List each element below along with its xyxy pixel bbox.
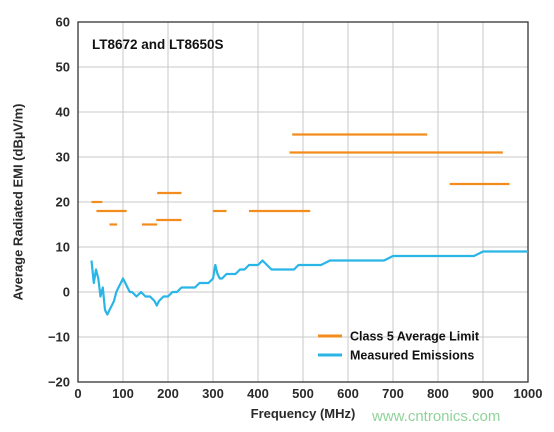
x-axis-ticks: 0 100 200 300 400 500 600 700 800 900 1000: [74, 386, 542, 401]
x-tick-label: 100: [112, 386, 134, 401]
y-axis-title: Average Radiated EMI (dBµV/m): [11, 104, 26, 301]
legend: Class 5 Average Limit Measured Emissions: [318, 330, 480, 363]
chart-title: LT8672 and LT8650S: [92, 37, 224, 52]
y-tick-label: 60: [56, 15, 70, 30]
x-tick-label: 500: [292, 386, 314, 401]
y-tick-label: 10: [56, 240, 70, 255]
plot-frame: [77, 21, 529, 383]
x-tick-label: 700: [382, 386, 404, 401]
x-tick-label: 300: [202, 386, 224, 401]
y-tick-label: 50: [56, 60, 70, 75]
x-tick-label: 400: [247, 386, 269, 401]
legend-label-limit: Class 5 Average Limit: [350, 330, 480, 344]
x-tick-label: 1000: [514, 386, 543, 401]
y-tick-label: −20: [48, 375, 70, 390]
y-tick-label: −10: [48, 330, 70, 345]
x-tick-label: 0: [74, 386, 81, 401]
grid: [78, 22, 528, 382]
y-tick-label: 30: [56, 150, 70, 165]
y-tick-label: 20: [56, 195, 70, 210]
x-tick-label: 800: [427, 386, 449, 401]
x-tick-label: 900: [472, 386, 494, 401]
x-tick-label: 600: [337, 386, 359, 401]
watermark: www.cntronics.com: [371, 408, 500, 425]
x-axis-title: Frequency (MHz): [251, 406, 356, 421]
limit-series: [91, 133, 510, 226]
y-tick-label: 0: [63, 285, 70, 300]
legend-label-emissions: Measured Emissions: [350, 349, 474, 363]
y-tick-label: 40: [56, 105, 70, 120]
x-tick-label: 200: [157, 386, 179, 401]
measured-emissions-line: [90, 250, 528, 316]
y-axis-ticks: 60 50 40 30 20 10 0 −10 −20: [48, 15, 70, 390]
